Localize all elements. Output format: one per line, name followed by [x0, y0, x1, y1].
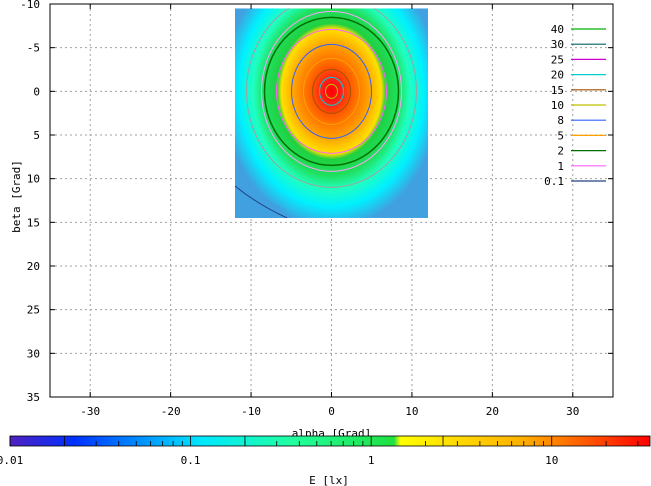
x-tick-label: 30 [566, 405, 579, 418]
contour-line [263, 16, 400, 167]
contour-line [246, 8, 417, 188]
legend-label: 8 [557, 114, 564, 127]
legend-label: 15 [551, 84, 564, 97]
contour-line [319, 76, 344, 106]
legend-label: 40 [551, 23, 564, 36]
x-axis-ticks: -30 -20 -10 0 10 20 30 [80, 4, 579, 418]
legend-label: 0.1 [544, 175, 564, 188]
colorbar-label: E [lx] [309, 474, 349, 486]
contour-line [325, 83, 338, 99]
colorbar-tick-label: 1 [368, 454, 375, 467]
y-tick-label: 0 [33, 85, 40, 98]
colorbar-tick-label: 0.01 [0, 454, 23, 467]
legend-label: 10 [551, 99, 564, 112]
legend-label: 5 [557, 129, 564, 142]
y-axis-label: beta [Grad] [10, 160, 23, 233]
contour-line [312, 68, 351, 114]
contour-line [234, 185, 288, 218]
legend-label: 2 [557, 145, 564, 158]
x-tick-label: 20 [486, 405, 499, 418]
y-tick-label: -5 [27, 42, 40, 55]
colorbar-gradient [9, 435, 651, 447]
x-tick-label: 10 [405, 405, 418, 418]
y-tick-label: 25 [27, 304, 40, 317]
y-tick-label: -10 [20, 0, 40, 11]
y-tick-label: 15 [27, 216, 40, 229]
x-tick-label: -10 [241, 405, 261, 418]
y-tick-label: 10 [27, 173, 40, 186]
low-region [234, 193, 293, 218]
contour-legend: 40 30 25 20 15 10 8 5 2 1 0.1 [544, 23, 606, 188]
heatmap-surface [234, 8, 429, 218]
legend-label: 25 [551, 53, 564, 66]
contour-line [261, 10, 402, 172]
x-tick-label: -30 [80, 405, 100, 418]
x-tick-label: -20 [161, 405, 181, 418]
y-tick-label: 20 [27, 260, 40, 273]
y-tick-label: 5 [33, 129, 40, 142]
legend-label: 1 [557, 160, 564, 173]
contour-line [276, 28, 387, 154]
y-tick-label: 35 [27, 391, 40, 404]
colorbar-tick-label: 10 [545, 454, 558, 467]
colorbar: 0.01 0.1 1 10 [0, 435, 651, 467]
contour-line [291, 43, 372, 139]
legend-label: 20 [551, 69, 564, 82]
legend-label: 30 [551, 38, 564, 51]
y-tick-label: 30 [27, 347, 40, 360]
colorbar-tick-label: 0.1 [181, 454, 201, 467]
x-tick-label: 0 [328, 405, 335, 418]
contour-line [303, 57, 360, 125]
